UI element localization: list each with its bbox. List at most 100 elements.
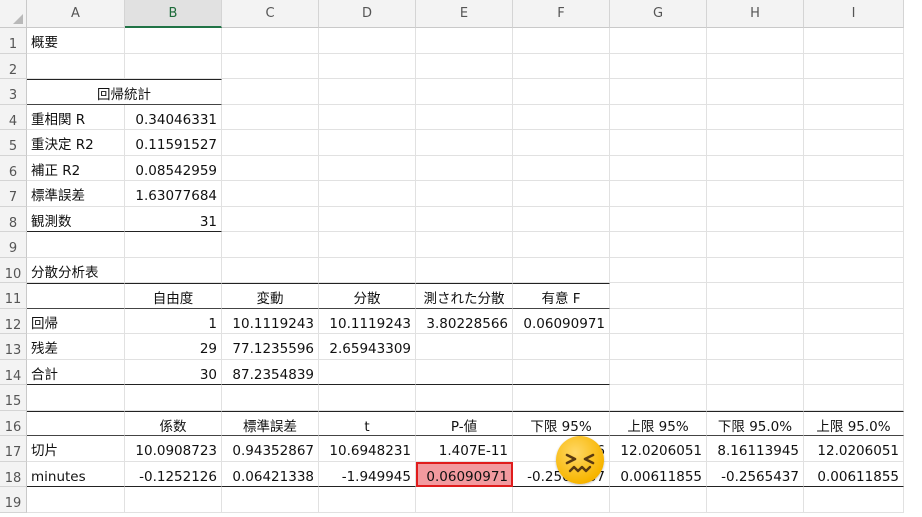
cell-e11[interactable]: 測された分散 <box>416 283 513 309</box>
cell-e1[interactable] <box>416 28 513 54</box>
cell-d7[interactable] <box>319 181 416 207</box>
cell-f3[interactable] <box>513 79 610 105</box>
cell-c7[interactable] <box>222 181 319 207</box>
cell-h1[interactable] <box>707 28 804 54</box>
cell-b19[interactable] <box>125 487 222 513</box>
cell-g9[interactable] <box>610 232 707 258</box>
cell-i8[interactable] <box>804 206 904 232</box>
cell-i5[interactable] <box>804 130 904 156</box>
cell-e2[interactable] <box>416 53 513 79</box>
row-header-19[interactable]: 19 <box>0 487 27 513</box>
cell-g19[interactable] <box>610 487 707 513</box>
cell-d15[interactable] <box>319 385 416 411</box>
cell-i4[interactable] <box>804 104 904 130</box>
row-header-1[interactable]: 1 <box>0 28 27 54</box>
row-header-12[interactable]: 12 <box>0 308 27 334</box>
cell-e14[interactable] <box>416 359 513 385</box>
cell-c2[interactable] <box>222 53 319 79</box>
cell-a12[interactable]: 回帰 <box>27 308 125 334</box>
cell-h13[interactable] <box>707 334 804 360</box>
cell-c6[interactable] <box>222 155 319 181</box>
cell-i2[interactable] <box>804 53 904 79</box>
cell-b16[interactable]: 係数 <box>125 410 222 436</box>
cell-e17[interactable]: 1.407E-11 <box>416 436 513 462</box>
cell-g12[interactable] <box>610 308 707 334</box>
cell-a19[interactable] <box>27 487 125 513</box>
cell-h10[interactable] <box>707 257 804 283</box>
cell-d4[interactable] <box>319 104 416 130</box>
cell-f19[interactable] <box>513 487 610 513</box>
cell-d13[interactable]: 2.65943309 <box>319 334 416 360</box>
cell-a6[interactable]: 補正 R2 <box>27 155 125 181</box>
cell-e5[interactable] <box>416 130 513 156</box>
cell-g18[interactable]: 0.00611855 <box>610 461 707 487</box>
cell-c16[interactable]: 標準誤差 <box>222 410 319 436</box>
cell-g8[interactable] <box>610 206 707 232</box>
cell-b15[interactable] <box>125 385 222 411</box>
row-header-11[interactable]: 11 <box>0 283 27 309</box>
column-header-d[interactable]: D <box>319 0 416 28</box>
cell-d2[interactable] <box>319 53 416 79</box>
cell-a11[interactable] <box>27 283 125 309</box>
column-header-f[interactable]: F <box>513 0 610 28</box>
cell-b9[interactable] <box>125 232 222 258</box>
cell-a9[interactable] <box>27 232 125 258</box>
cell-g17[interactable]: 12.0206051 <box>610 436 707 462</box>
cell-e16[interactable]: P-値 <box>416 410 513 436</box>
cell-f9[interactable] <box>513 232 610 258</box>
cell-a5[interactable]: 重決定 R2 <box>27 130 125 156</box>
cell-b4[interactable]: 0.34046331 <box>125 104 222 130</box>
cell-h7[interactable] <box>707 181 804 207</box>
cell-g4[interactable] <box>610 104 707 130</box>
row-header-10[interactable]: 10 <box>0 257 27 283</box>
cell-e8[interactable] <box>416 206 513 232</box>
cell-f6[interactable] <box>513 155 610 181</box>
cell-c1[interactable] <box>222 28 319 54</box>
cell-g13[interactable] <box>610 334 707 360</box>
cell-c18[interactable]: 0.06421338 <box>222 461 319 487</box>
cell-d12[interactable]: 10.1119243 <box>319 308 416 334</box>
cell-b18[interactable]: -0.1252126 <box>125 461 222 487</box>
cell-h9[interactable] <box>707 232 804 258</box>
cell-a7[interactable]: 標準誤差 <box>27 181 125 207</box>
cell-b8[interactable]: 31 <box>125 206 222 232</box>
cell-g15[interactable] <box>610 385 707 411</box>
cell-h14[interactable] <box>707 359 804 385</box>
cell-b5[interactable]: 0.11591527 <box>125 130 222 156</box>
cell-d1[interactable] <box>319 28 416 54</box>
row-header-15[interactable]: 15 <box>0 385 27 411</box>
cell-g11[interactable] <box>610 283 707 309</box>
column-header-e[interactable]: E <box>416 0 513 28</box>
cell-h19[interactable] <box>707 487 804 513</box>
row-header-16[interactable]: 16 <box>0 410 27 436</box>
cell-d3[interactable] <box>319 79 416 105</box>
cell-i18[interactable]: 0.00611855 <box>804 461 904 487</box>
cell-f1[interactable] <box>513 28 610 54</box>
cell-h2[interactable] <box>707 53 804 79</box>
cell-i16[interactable]: 上限 95.0% <box>804 410 904 436</box>
cell-i15[interactable] <box>804 385 904 411</box>
cell-b13[interactable]: 29 <box>125 334 222 360</box>
cell-i17[interactable]: 12.0206051 <box>804 436 904 462</box>
cell-c8[interactable] <box>222 206 319 232</box>
cell-a10[interactable]: 分散分析表 <box>27 257 125 283</box>
cell-d14[interactable] <box>319 359 416 385</box>
row-header-4[interactable]: 4 <box>0 104 27 130</box>
cell-b7[interactable]: 1.63077684 <box>125 181 222 207</box>
row-header-7[interactable]: 7 <box>0 181 27 207</box>
row-header-8[interactable]: 8 <box>0 206 27 232</box>
cell-c14[interactable]: 87.2354839 <box>222 359 319 385</box>
row-header-6[interactable]: 6 <box>0 155 27 181</box>
cell-b2[interactable] <box>125 53 222 79</box>
row-header-14[interactable]: 14 <box>0 359 27 385</box>
cell-f11[interactable]: 有意 F <box>513 283 610 309</box>
cell-h6[interactable] <box>707 155 804 181</box>
cell-b12[interactable]: 1 <box>125 308 222 334</box>
row-header-3[interactable]: 3 <box>0 79 27 105</box>
cell-c10[interactable] <box>222 257 319 283</box>
select-all-corner[interactable] <box>0 0 27 28</box>
cell-i6[interactable] <box>804 155 904 181</box>
cell-a1[interactable]: 概要 <box>27 28 125 54</box>
cell-d11[interactable]: 分散 <box>319 283 416 309</box>
cell-a4[interactable]: 重相関 R <box>27 104 125 130</box>
